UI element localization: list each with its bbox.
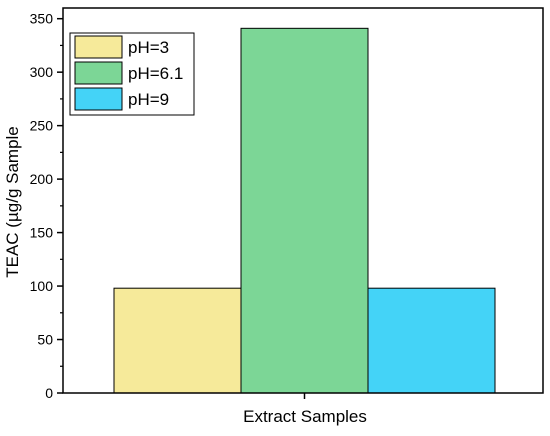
- bars-layer: [113, 27, 496, 394]
- legend-swatch: [74, 87, 123, 111]
- y-tick-label: 250: [30, 118, 54, 134]
- y-tick-label: 300: [30, 64, 54, 80]
- y-tick-label: 150: [30, 225, 54, 241]
- y-tick-label: 350: [30, 11, 54, 27]
- legend-label: pH=9: [128, 90, 169, 109]
- legend: pH=3 pH=6.1 pH=9: [69, 32, 195, 116]
- legend-label: pH=6.1: [128, 64, 183, 83]
- plot-frame: [62, 7, 544, 394]
- y-axis-label: TEAC (µg/g Sample: [3, 126, 22, 278]
- legend-label: pH=3: [128, 38, 169, 57]
- legend-swatch: [74, 61, 123, 85]
- y-tick-label: 0: [45, 385, 53, 401]
- y-tick-label: 50: [37, 332, 53, 348]
- bar-ph-6-1: [240, 27, 369, 394]
- x-axis-label: Extract Samples: [243, 407, 367, 426]
- bar-ph-3: [113, 287, 242, 394]
- axes-layer: 0 50 100 150 200 250 300 350: [30, 7, 544, 401]
- legend-swatch: [74, 35, 123, 59]
- bar-ph-9: [367, 287, 496, 394]
- y-tick-label: 200: [30, 171, 54, 187]
- y-tick-label: 100: [30, 278, 54, 294]
